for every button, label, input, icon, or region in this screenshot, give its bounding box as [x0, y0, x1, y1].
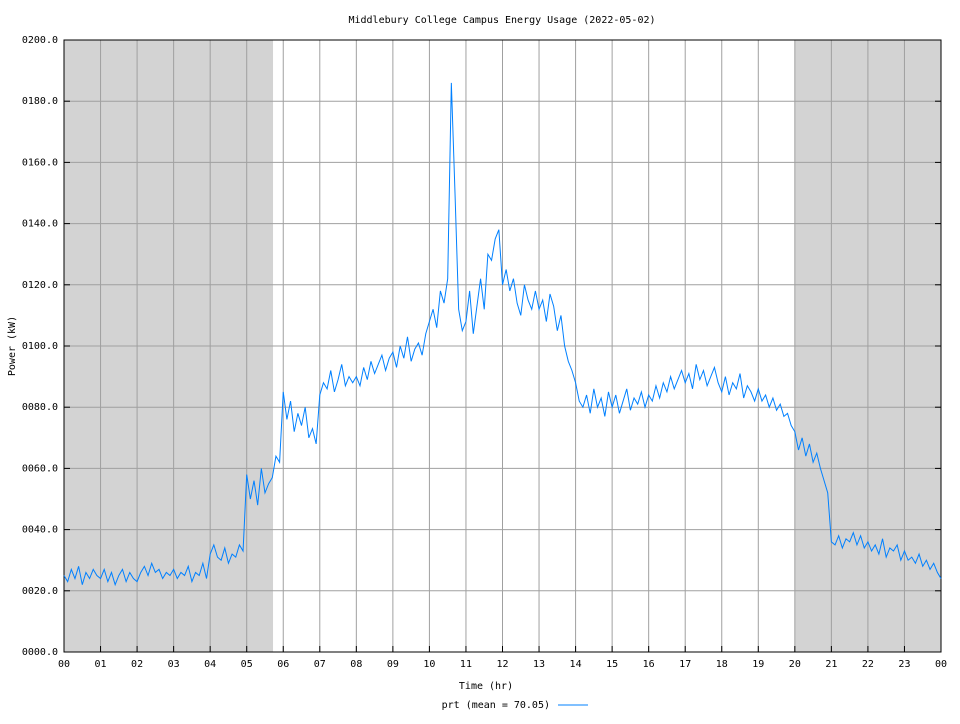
- x-tick-label: 10: [423, 659, 435, 670]
- x-tick-label: 01: [95, 659, 107, 670]
- x-tick-label: 15: [606, 659, 618, 670]
- y-tick-label: 0180.0: [22, 96, 58, 107]
- y-tick-label: 0100.0: [22, 341, 58, 352]
- data-line: [63, 82, 942, 587]
- x-tick-label: 21: [825, 659, 837, 670]
- legend-label: prt (mean = 70.05): [442, 700, 550, 711]
- x-tick-label: 07: [314, 659, 326, 670]
- y-tick-label: 0120.0: [22, 280, 58, 291]
- y-tick-label: 0160.0: [22, 157, 58, 168]
- x-tick-label: 04: [204, 659, 216, 670]
- y-tick-label: 0000.0: [22, 647, 58, 658]
- x-tick-label: 18: [716, 659, 728, 670]
- x-tick-label: 00: [935, 659, 947, 670]
- x-tick-label: 19: [752, 659, 764, 670]
- y-tick-label: 0060.0: [22, 463, 58, 474]
- x-tick-label: 12: [496, 659, 508, 670]
- x-tick-label: 09: [387, 659, 399, 670]
- chart-title: Middlebury College Campus Energy Usage (…: [348, 15, 655, 26]
- x-tick-label: 03: [168, 659, 180, 670]
- x-tick-label: 06: [277, 659, 289, 670]
- x-tick-label: 14: [570, 659, 582, 670]
- x-tick-label: 20: [789, 659, 801, 670]
- y-tick-label: 0140.0: [22, 219, 58, 230]
- x-tick-label: 08: [350, 659, 362, 670]
- x-tick-label: 02: [131, 659, 143, 670]
- x-tick-label: 11: [460, 659, 472, 670]
- y-tick-label: 0020.0: [22, 586, 58, 597]
- y-tick-label: 0080.0: [22, 402, 58, 413]
- x-tick-label: 17: [679, 659, 691, 670]
- y-tick-label: 0040.0: [22, 525, 58, 536]
- x-axis-label: Time (hr): [459, 681, 513, 692]
- x-tick-label: 23: [898, 659, 910, 670]
- x-tick-label: 05: [241, 659, 253, 670]
- y-tick-label: 0200.0: [22, 35, 58, 46]
- y-axis-label: Power (kW): [7, 316, 18, 376]
- plot-frame: [63, 39, 942, 653]
- x-tick-label: 13: [533, 659, 545, 670]
- x-tick-label: 16: [643, 659, 655, 670]
- x-tick-label: 22: [862, 659, 874, 670]
- x-tick-label: 00: [58, 659, 70, 670]
